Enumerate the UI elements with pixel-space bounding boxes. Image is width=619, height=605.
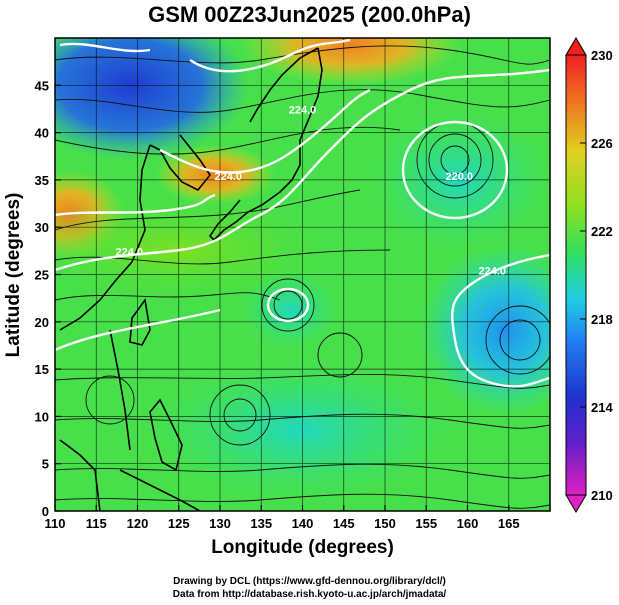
shading-low-east <box>420 245 550 415</box>
colorbar-tick-label: 214 <box>591 400 613 415</box>
contour-label: 224.0 <box>214 171 242 183</box>
x-tick-label: 150 <box>374 516 396 531</box>
x-tick-label: 110 <box>45 516 66 531</box>
contour-label: 224.0 <box>289 105 317 117</box>
x-tick-label: 135 <box>250 516 272 531</box>
x-tick-label: 130 <box>209 516 231 531</box>
x-tick-label: 125 <box>168 516 190 531</box>
colorbar-tick-label: 226 <box>591 136 613 151</box>
x-tick-label: 145 <box>333 516 355 531</box>
contour-label: 220.0 <box>445 171 473 183</box>
x-axis: 110 115 120 125 130 135 140 145 150 155 160 165 <box>45 505 520 531</box>
x-axis-label: Longitude (degrees) <box>211 537 394 558</box>
colorbar-tick-label: 218 <box>591 312 613 327</box>
y-tick-label: 15 <box>35 362 49 377</box>
map-title: GSM 00Z23Jun2025 (200.0hPa) <box>148 2 471 27</box>
shading-high-kyushu <box>155 145 275 205</box>
y-tick-label: 20 <box>35 315 49 330</box>
shading-teal-south <box>150 360 450 500</box>
colorbar-top-arrow <box>565 37 587 56</box>
y-tick-label: 45 <box>35 78 49 93</box>
x-tick-label: 160 <box>457 516 479 531</box>
colorbar-ticks: 210 214 218 222 226 230 <box>580 48 613 503</box>
shading-low-nw <box>55 38 250 160</box>
contour-label: 224.0 <box>478 266 506 278</box>
y-tick-label: 25 <box>35 268 49 283</box>
shading-high-north <box>240 38 460 85</box>
x-tick-label: 140 <box>292 516 314 531</box>
x-tick-label: 120 <box>127 516 149 531</box>
y-axis: 0 5 10 15 20 25 30 35 40 45 <box>35 78 61 519</box>
credit-dcl: Drawing by DCL (https://www.gfd-dennou.o… <box>173 576 446 587</box>
y-tick-label: 5 <box>42 457 49 472</box>
contour-lines <box>55 38 550 388</box>
contour-label: 224.0 <box>115 247 143 259</box>
plot-area: 220.0 224.0 224.0 224.0 224.0 <box>55 38 550 511</box>
grid-lines <box>55 38 550 511</box>
colorbar-bar <box>565 54 587 496</box>
credits: Drawing by DCL (https://www.gfd-dennou.o… <box>0 575 619 601</box>
y-axis-label: Latitude (degrees) <box>3 192 24 358</box>
colorbar-tick-label: 210 <box>591 488 613 503</box>
y-tick-label: 35 <box>35 173 49 188</box>
shading-teal-mid <box>240 270 340 350</box>
y-tick-label: 40 <box>35 126 49 141</box>
x-tick-label: 165 <box>498 516 520 531</box>
credit-data-source: Data from http://database.rish.kyoto-u.a… <box>172 589 447 600</box>
streamlines <box>55 45 550 509</box>
x-tick-label: 155 <box>415 516 437 531</box>
colorbar-bottom-arrow <box>565 494 587 513</box>
colorbar-tick-label: 230 <box>591 48 613 63</box>
colorbar-tick-label: 222 <box>591 224 613 239</box>
y-tick-label: 30 <box>35 220 49 235</box>
y-tick-label: 0 <box>42 504 49 519</box>
contour-label-layer: 220.0 224.0 224.0 224.0 224.0 <box>115 105 506 278</box>
y-tick-label: 10 <box>35 409 49 424</box>
colorbar: 210 214 218 222 226 230 <box>565 37 613 513</box>
x-tick-label: 115 <box>86 516 107 531</box>
